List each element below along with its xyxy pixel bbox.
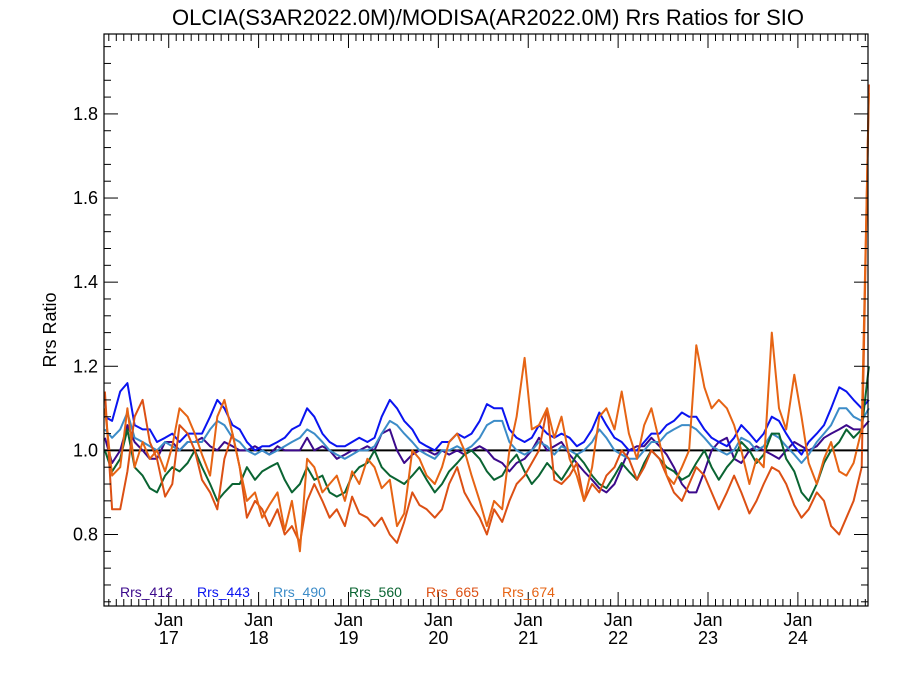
x-tick-label-year: 22 bbox=[608, 628, 628, 648]
y-tick-label: 1.2 bbox=[73, 356, 98, 376]
y-tick-label: 1.8 bbox=[73, 104, 98, 124]
series-line-rrs-560 bbox=[103, 366, 870, 502]
x-tick-label-month: Jan bbox=[693, 610, 722, 630]
y-tick-label: 1.6 bbox=[73, 188, 98, 208]
x-tick-label-year: 21 bbox=[518, 628, 538, 648]
legend-entry-rrs-665: Rrs_665 bbox=[426, 584, 479, 600]
x-tick-label-month: Jan bbox=[514, 610, 543, 630]
y-tick-label: 1.0 bbox=[73, 440, 98, 460]
legend-entry-rrs-490: Rrs_490 bbox=[273, 584, 326, 600]
x-tick-label-month: Jan bbox=[604, 610, 633, 630]
x-tick-label-month: Jan bbox=[244, 610, 273, 630]
x-tick-label-year: 17 bbox=[159, 628, 179, 648]
x-tick-label-year: 20 bbox=[428, 628, 448, 648]
series-line-rrs-443 bbox=[104, 382, 870, 456]
x-tick-label-year: 18 bbox=[249, 628, 269, 648]
y-tick-label: 1.4 bbox=[73, 272, 98, 292]
legend-entry-rrs-412: Rrs_412 bbox=[120, 584, 173, 600]
x-tick-label-month: Jan bbox=[154, 610, 183, 630]
x-tick-label-month: Jan bbox=[334, 610, 363, 630]
x-tick-label-year: 24 bbox=[788, 628, 808, 648]
legend-entry-rrs-674: Rrs_674 bbox=[502, 584, 555, 600]
x-tick-label-year: 19 bbox=[338, 628, 358, 648]
x-tick-label-month: Jan bbox=[783, 610, 812, 630]
chart-title: OLCIA(S3AR2022.0M)/MODISA(AR2022.0M) Rrs… bbox=[172, 5, 804, 30]
axes: 0.81.01.21.41.61.8Jan17Jan18Jan19Jan20Ja… bbox=[73, 33, 869, 648]
series-line-rrs-490 bbox=[104, 407, 870, 464]
x-tick-label-month: Jan bbox=[424, 610, 453, 630]
legend-entry-rrs-443: Rrs_443 bbox=[197, 584, 250, 600]
plot-frame bbox=[103, 33, 869, 607]
series-line-rrs-412 bbox=[103, 420, 870, 494]
x-tick-label-year: 23 bbox=[698, 628, 718, 648]
series-line-rrs-674 bbox=[103, 92, 870, 553]
series-line-rrs-665 bbox=[103, 84, 870, 544]
series-layer bbox=[103, 84, 870, 553]
legend: Rrs_412 Rrs_443 Rrs_490 Rrs_560 Rrs_665 Rrs_6… bbox=[120, 584, 555, 600]
y-axis-label: Rrs Ratio bbox=[40, 292, 60, 367]
y-tick-label: 0.8 bbox=[73, 525, 98, 545]
legend-entry-rrs-560: Rrs_560 bbox=[349, 584, 402, 600]
